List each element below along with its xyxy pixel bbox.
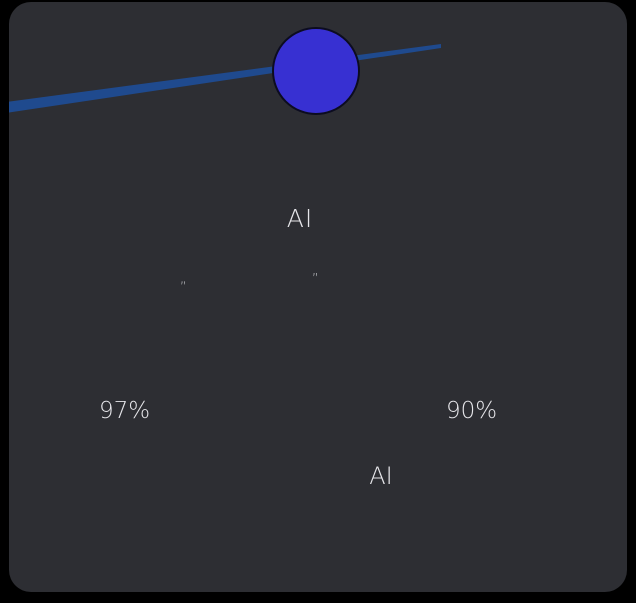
stat-label: AI	[369, 462, 393, 490]
quote-close-mark: ”	[312, 272, 319, 287]
stat-left-value: 97%	[99, 398, 151, 424]
quote-open-mark: „	[180, 272, 187, 287]
hero-title: AI	[286, 204, 314, 233]
accent-streak-shape	[9, 44, 441, 113]
avatar	[272, 27, 360, 115]
stat-right-value: 90%	[446, 398, 498, 424]
card: AI „ ” 97% 90% AI	[9, 2, 627, 592]
